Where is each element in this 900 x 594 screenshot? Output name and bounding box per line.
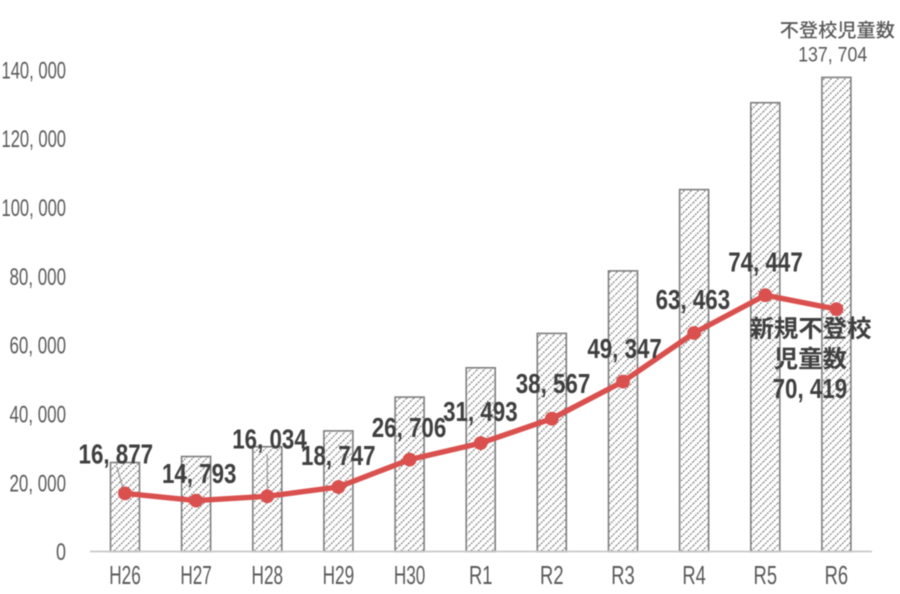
svg-text:100, 000: 100, 000 [2, 195, 67, 222]
svg-text:140, 000: 140, 000 [2, 57, 67, 84]
svg-text:26, 706: 26, 706 [372, 412, 447, 443]
svg-text:H28: H28 [252, 560, 284, 590]
svg-text:R3: R3 [611, 560, 635, 590]
svg-text:R5: R5 [754, 560, 778, 590]
svg-text:40, 000: 40, 000 [10, 402, 67, 429]
svg-text:H29: H29 [323, 560, 355, 590]
svg-text:0: 0 [56, 539, 66, 566]
svg-text:31, 493: 31, 493 [443, 396, 518, 427]
svg-text:49, 347: 49, 347 [587, 333, 662, 364]
svg-text:38, 567: 38, 567 [516, 368, 591, 399]
svg-text:R2: R2 [540, 560, 564, 590]
svg-text:63, 463: 63, 463 [656, 284, 731, 315]
svg-text:120, 000: 120, 000 [2, 126, 67, 153]
svg-text:H30: H30 [394, 560, 426, 590]
svg-text:70, 419: 70, 419 [773, 373, 848, 404]
svg-text:74, 447: 74, 447 [728, 246, 803, 277]
svg-text:R4: R4 [682, 560, 706, 590]
svg-text:16, 034: 16, 034 [232, 423, 307, 454]
svg-text:14, 793: 14, 793 [162, 458, 237, 489]
svg-text:20, 000: 20, 000 [10, 470, 67, 497]
svg-text:R6: R6 [825, 560, 849, 590]
svg-text:80, 000: 80, 000 [10, 264, 67, 291]
svg-text:18, 747: 18, 747 [301, 440, 376, 471]
svg-text:H27: H27 [180, 560, 212, 590]
svg-text:16, 877: 16, 877 [79, 438, 154, 469]
svg-text:60, 000: 60, 000 [10, 333, 67, 360]
svg-text:R1: R1 [469, 560, 493, 590]
svg-text:H26: H26 [109, 560, 141, 590]
svg-text:137, 704: 137, 704 [798, 42, 867, 66]
